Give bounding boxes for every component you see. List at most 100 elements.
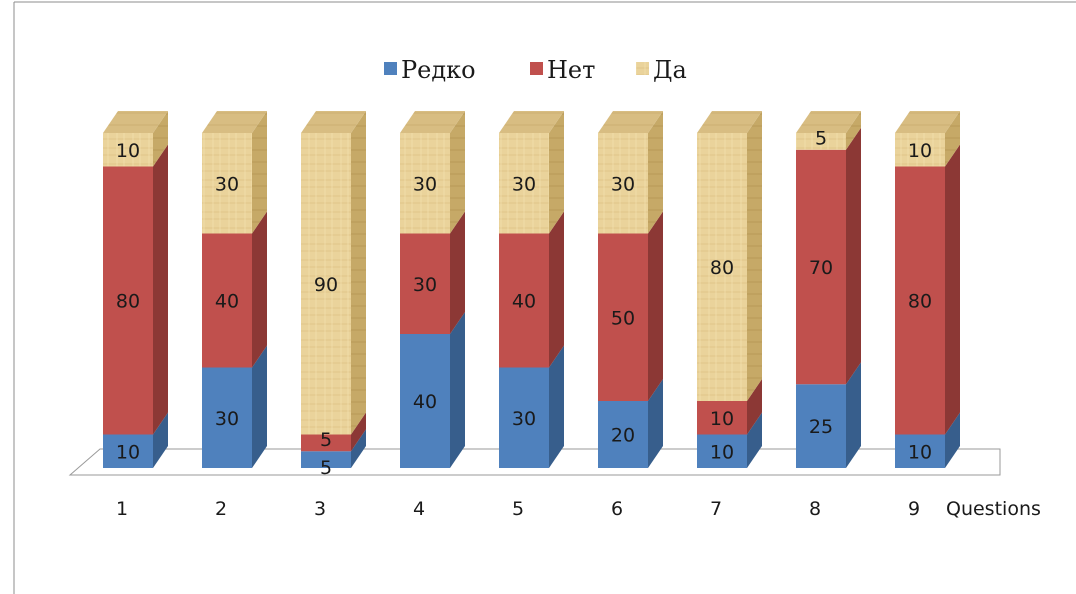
bar-side-Редко-2 bbox=[252, 345, 267, 468]
bar-top-1 bbox=[103, 111, 168, 133]
x-tick-label-3: 3 bbox=[314, 498, 326, 520]
bar-Редко-1 bbox=[103, 434, 153, 468]
bar-stack-1: 10 80 10 bbox=[103, 111, 168, 468]
bar-Редко-7 bbox=[697, 434, 747, 468]
bar-Нет-8 bbox=[796, 149, 846, 385]
bar-stack-3: 5 5 90 bbox=[301, 111, 366, 479]
bar-side-Редко-1 bbox=[153, 412, 168, 468]
bar-Редко-5 bbox=[499, 367, 549, 468]
legend-item-Да: Да bbox=[636, 56, 687, 84]
bar-side-Нет-6 bbox=[648, 211, 663, 401]
data-label-Редко-4: 40 bbox=[413, 391, 437, 413]
bar-Нет-7 bbox=[697, 401, 747, 435]
data-label-Да-4: 30 bbox=[413, 173, 437, 195]
bar-top-9 bbox=[895, 111, 960, 133]
legend-swatch-Да bbox=[636, 62, 649, 75]
bar-side-Нет-2 bbox=[252, 211, 267, 368]
bar-Редко-9 bbox=[895, 434, 945, 468]
data-label-Редко-8: 25 bbox=[809, 416, 833, 438]
data-label-Редко-9: 10 bbox=[908, 441, 932, 463]
data-label-Нет-5: 40 bbox=[512, 291, 536, 313]
data-label-Редко-2: 30 bbox=[215, 408, 239, 430]
data-label-Да-7: 80 bbox=[710, 257, 734, 279]
bar-Редко-6 bbox=[598, 401, 648, 468]
bar-side-Редко-5 bbox=[549, 345, 564, 468]
bar-side-Редко-7 bbox=[747, 412, 762, 468]
bar-Да-4 bbox=[400, 133, 450, 234]
bar-Да-8 bbox=[796, 133, 846, 150]
legend-swatch-Редко bbox=[384, 62, 397, 75]
bar-Нет-2 bbox=[202, 233, 252, 368]
bar-Да-1 bbox=[103, 133, 153, 167]
bar-side-Нет-4 bbox=[450, 211, 465, 334]
bar-top-8 bbox=[796, 111, 861, 133]
data-label-Да-6: 30 bbox=[611, 173, 635, 195]
data-label-Редко-5: 30 bbox=[512, 408, 536, 430]
data-label-Нет-1: 80 bbox=[116, 291, 140, 313]
bar-side-Нет-9 bbox=[945, 144, 960, 435]
x-tick-label-1: 1 bbox=[116, 498, 128, 520]
data-label-Да-1: 10 bbox=[116, 140, 140, 162]
bar-stack-6: 20 50 30 bbox=[598, 111, 663, 468]
x-tick-label-6: 6 bbox=[611, 498, 623, 520]
legend-swatch-Нет bbox=[530, 62, 543, 75]
bar-Редко-3 bbox=[301, 451, 351, 468]
legend: Редко Нет Да bbox=[384, 56, 687, 84]
bar-top-3 bbox=[301, 111, 366, 133]
bar-side-Редко-9 bbox=[945, 412, 960, 468]
bars-group: 10 80 10 30 40 30 5 5 90 40 30 30 30 40 30 20 50 30 10 10 80… bbox=[103, 111, 960, 479]
bar-Редко-8 bbox=[796, 384, 846, 468]
bar-side-Да-6 bbox=[648, 111, 663, 234]
legend-label-Нет: Нет bbox=[547, 56, 595, 84]
bar-side-Да-1 bbox=[153, 111, 168, 167]
bar-Нет-4 bbox=[400, 233, 450, 334]
data-label-Нет-4: 30 bbox=[413, 274, 437, 296]
data-label-Редко-3: 5 bbox=[320, 457, 332, 479]
bar-stack-9: 10 80 10 bbox=[895, 111, 960, 468]
bar-side-Нет-1 bbox=[153, 144, 168, 435]
bar-side-Нет-8 bbox=[846, 127, 861, 385]
bar-side-Да-2 bbox=[252, 111, 267, 234]
data-label-Нет-9: 80 bbox=[908, 291, 932, 313]
data-label-Нет-7: 10 bbox=[710, 408, 734, 430]
x-tick-label-2: 2 bbox=[215, 498, 227, 520]
data-label-Нет-3: 5 bbox=[320, 429, 332, 451]
bar-Редко-4 bbox=[400, 334, 450, 468]
bar-side-Да-4 bbox=[450, 111, 465, 234]
x-axis-label: Questions bbox=[946, 498, 1041, 520]
bar-Редко-2 bbox=[202, 367, 252, 468]
bar-side-Редко-4 bbox=[450, 312, 465, 468]
data-label-Да-3: 90 bbox=[314, 274, 338, 296]
data-label-Нет-2: 40 bbox=[215, 291, 239, 313]
legend-label-Да: Да bbox=[653, 56, 687, 84]
bar-top-2 bbox=[202, 111, 267, 133]
data-label-Редко-7: 10 bbox=[710, 441, 734, 463]
bar-Да-9 bbox=[895, 133, 945, 167]
bar-side-Да-3 bbox=[351, 111, 366, 435]
bar-side-Нет-5 bbox=[549, 211, 564, 368]
legend-label-Редко: Редко bbox=[401, 56, 476, 84]
bar-Да-6 bbox=[598, 133, 648, 234]
bar-top-7 bbox=[697, 111, 762, 133]
data-label-Да-2: 30 bbox=[215, 173, 239, 195]
bar-side-Редко-3 bbox=[351, 429, 366, 468]
data-label-Нет-6: 50 bbox=[611, 307, 635, 329]
bar-Да-5 bbox=[499, 133, 549, 234]
x-tick-labels: 1 2 3 4 5 6 7 8 9 bbox=[116, 498, 920, 520]
bar-side-Нет-7 bbox=[747, 379, 762, 435]
legend-item-Редко: Редко bbox=[384, 56, 476, 84]
bar-top-6 bbox=[598, 111, 663, 133]
data-label-Нет-8: 70 bbox=[809, 257, 833, 279]
data-label-Да-9: 10 bbox=[908, 140, 932, 162]
bar-Да-2 bbox=[202, 133, 252, 234]
bar-side-Да-5 bbox=[549, 111, 564, 234]
bar-stack-2: 30 40 30 bbox=[202, 111, 267, 468]
bar-side-Да-7 bbox=[747, 111, 762, 401]
bar-Нет-1 bbox=[103, 166, 153, 435]
bar-Нет-3 bbox=[301, 434, 351, 452]
bar-side-Да-9 bbox=[945, 111, 960, 167]
bar-side-Нет-3 bbox=[351, 412, 366, 452]
x-tick-label-4: 4 bbox=[413, 498, 425, 520]
